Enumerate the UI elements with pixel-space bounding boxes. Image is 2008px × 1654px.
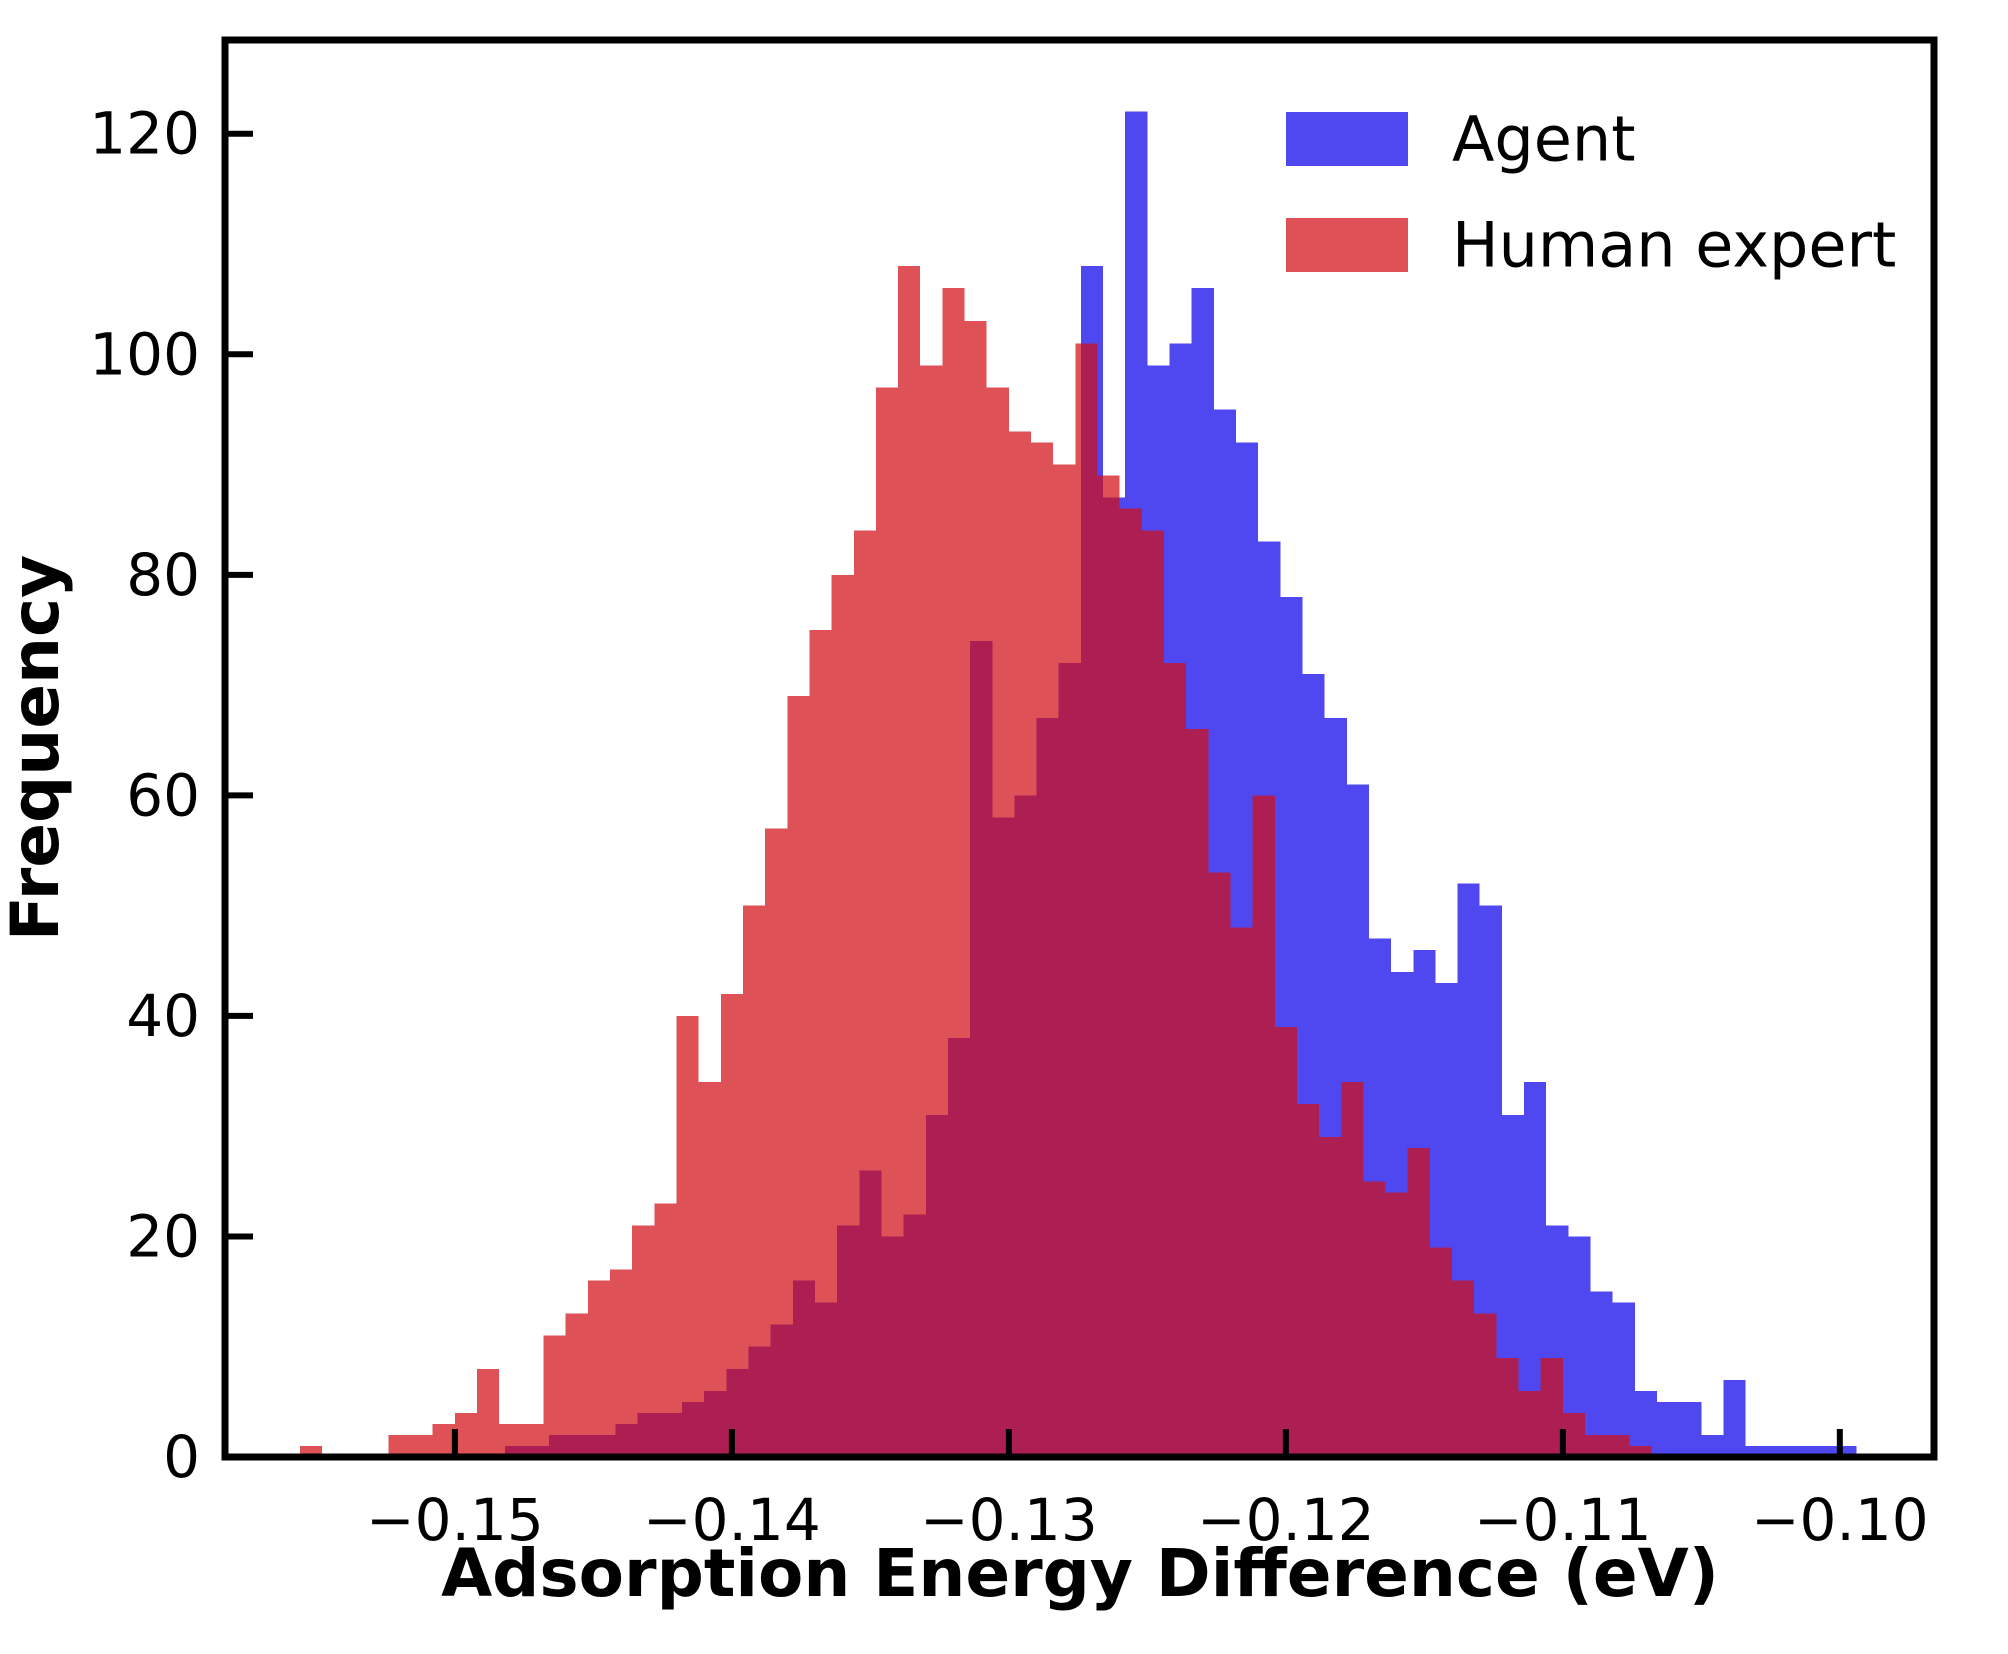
y-axis-tick-labels: 0 20 40 60 80 100 120 bbox=[89, 100, 200, 1491]
y-tick-label: 40 bbox=[126, 982, 200, 1050]
legend-label-human-expert: Human expert bbox=[1452, 209, 1896, 282]
y-axis-label: Frequency bbox=[0, 555, 74, 941]
y-axis-ticks bbox=[223, 130, 253, 1460]
x-tick-label: −0.15 bbox=[366, 1486, 544, 1554]
legend-swatch-agent bbox=[1286, 112, 1408, 166]
legend-swatch-human-expert bbox=[1286, 218, 1408, 272]
x-axis-ticks bbox=[451, 1429, 1843, 1459]
x-tick-label: −0.10 bbox=[1751, 1486, 1929, 1554]
y-tick-label: 60 bbox=[126, 761, 200, 829]
x-tick-label: −0.12 bbox=[1197, 1486, 1375, 1554]
x-tick-label: −0.11 bbox=[1474, 1486, 1652, 1554]
y-tick-label: 80 bbox=[126, 541, 200, 609]
x-tick-label: −0.13 bbox=[920, 1486, 1098, 1554]
y-tick-label: 0 bbox=[163, 1423, 200, 1491]
legend-label-agent: Agent bbox=[1452, 103, 1636, 176]
y-tick-label: 120 bbox=[89, 100, 200, 168]
x-axis-label: Adsorption Energy Difference (eV) bbox=[441, 1535, 1719, 1612]
series-group bbox=[299, 111, 1857, 1457]
x-axis-tick-labels: −0.15 −0.14 −0.13 −0.12 −0.11 −0.10 bbox=[366, 1486, 1929, 1554]
plot-border bbox=[221, 36, 1938, 1461]
legend: Agent Human expert bbox=[1286, 103, 1896, 282]
legend-entry-human-expert: Human expert bbox=[1286, 209, 1896, 282]
legend-entry-agent: Agent bbox=[1286, 103, 1636, 176]
y-tick-label: 100 bbox=[89, 320, 200, 388]
histogram-series-human-expert bbox=[299, 266, 1674, 1457]
x-tick-label: −0.14 bbox=[643, 1486, 821, 1554]
y-tick-label: 20 bbox=[126, 1202, 200, 1270]
